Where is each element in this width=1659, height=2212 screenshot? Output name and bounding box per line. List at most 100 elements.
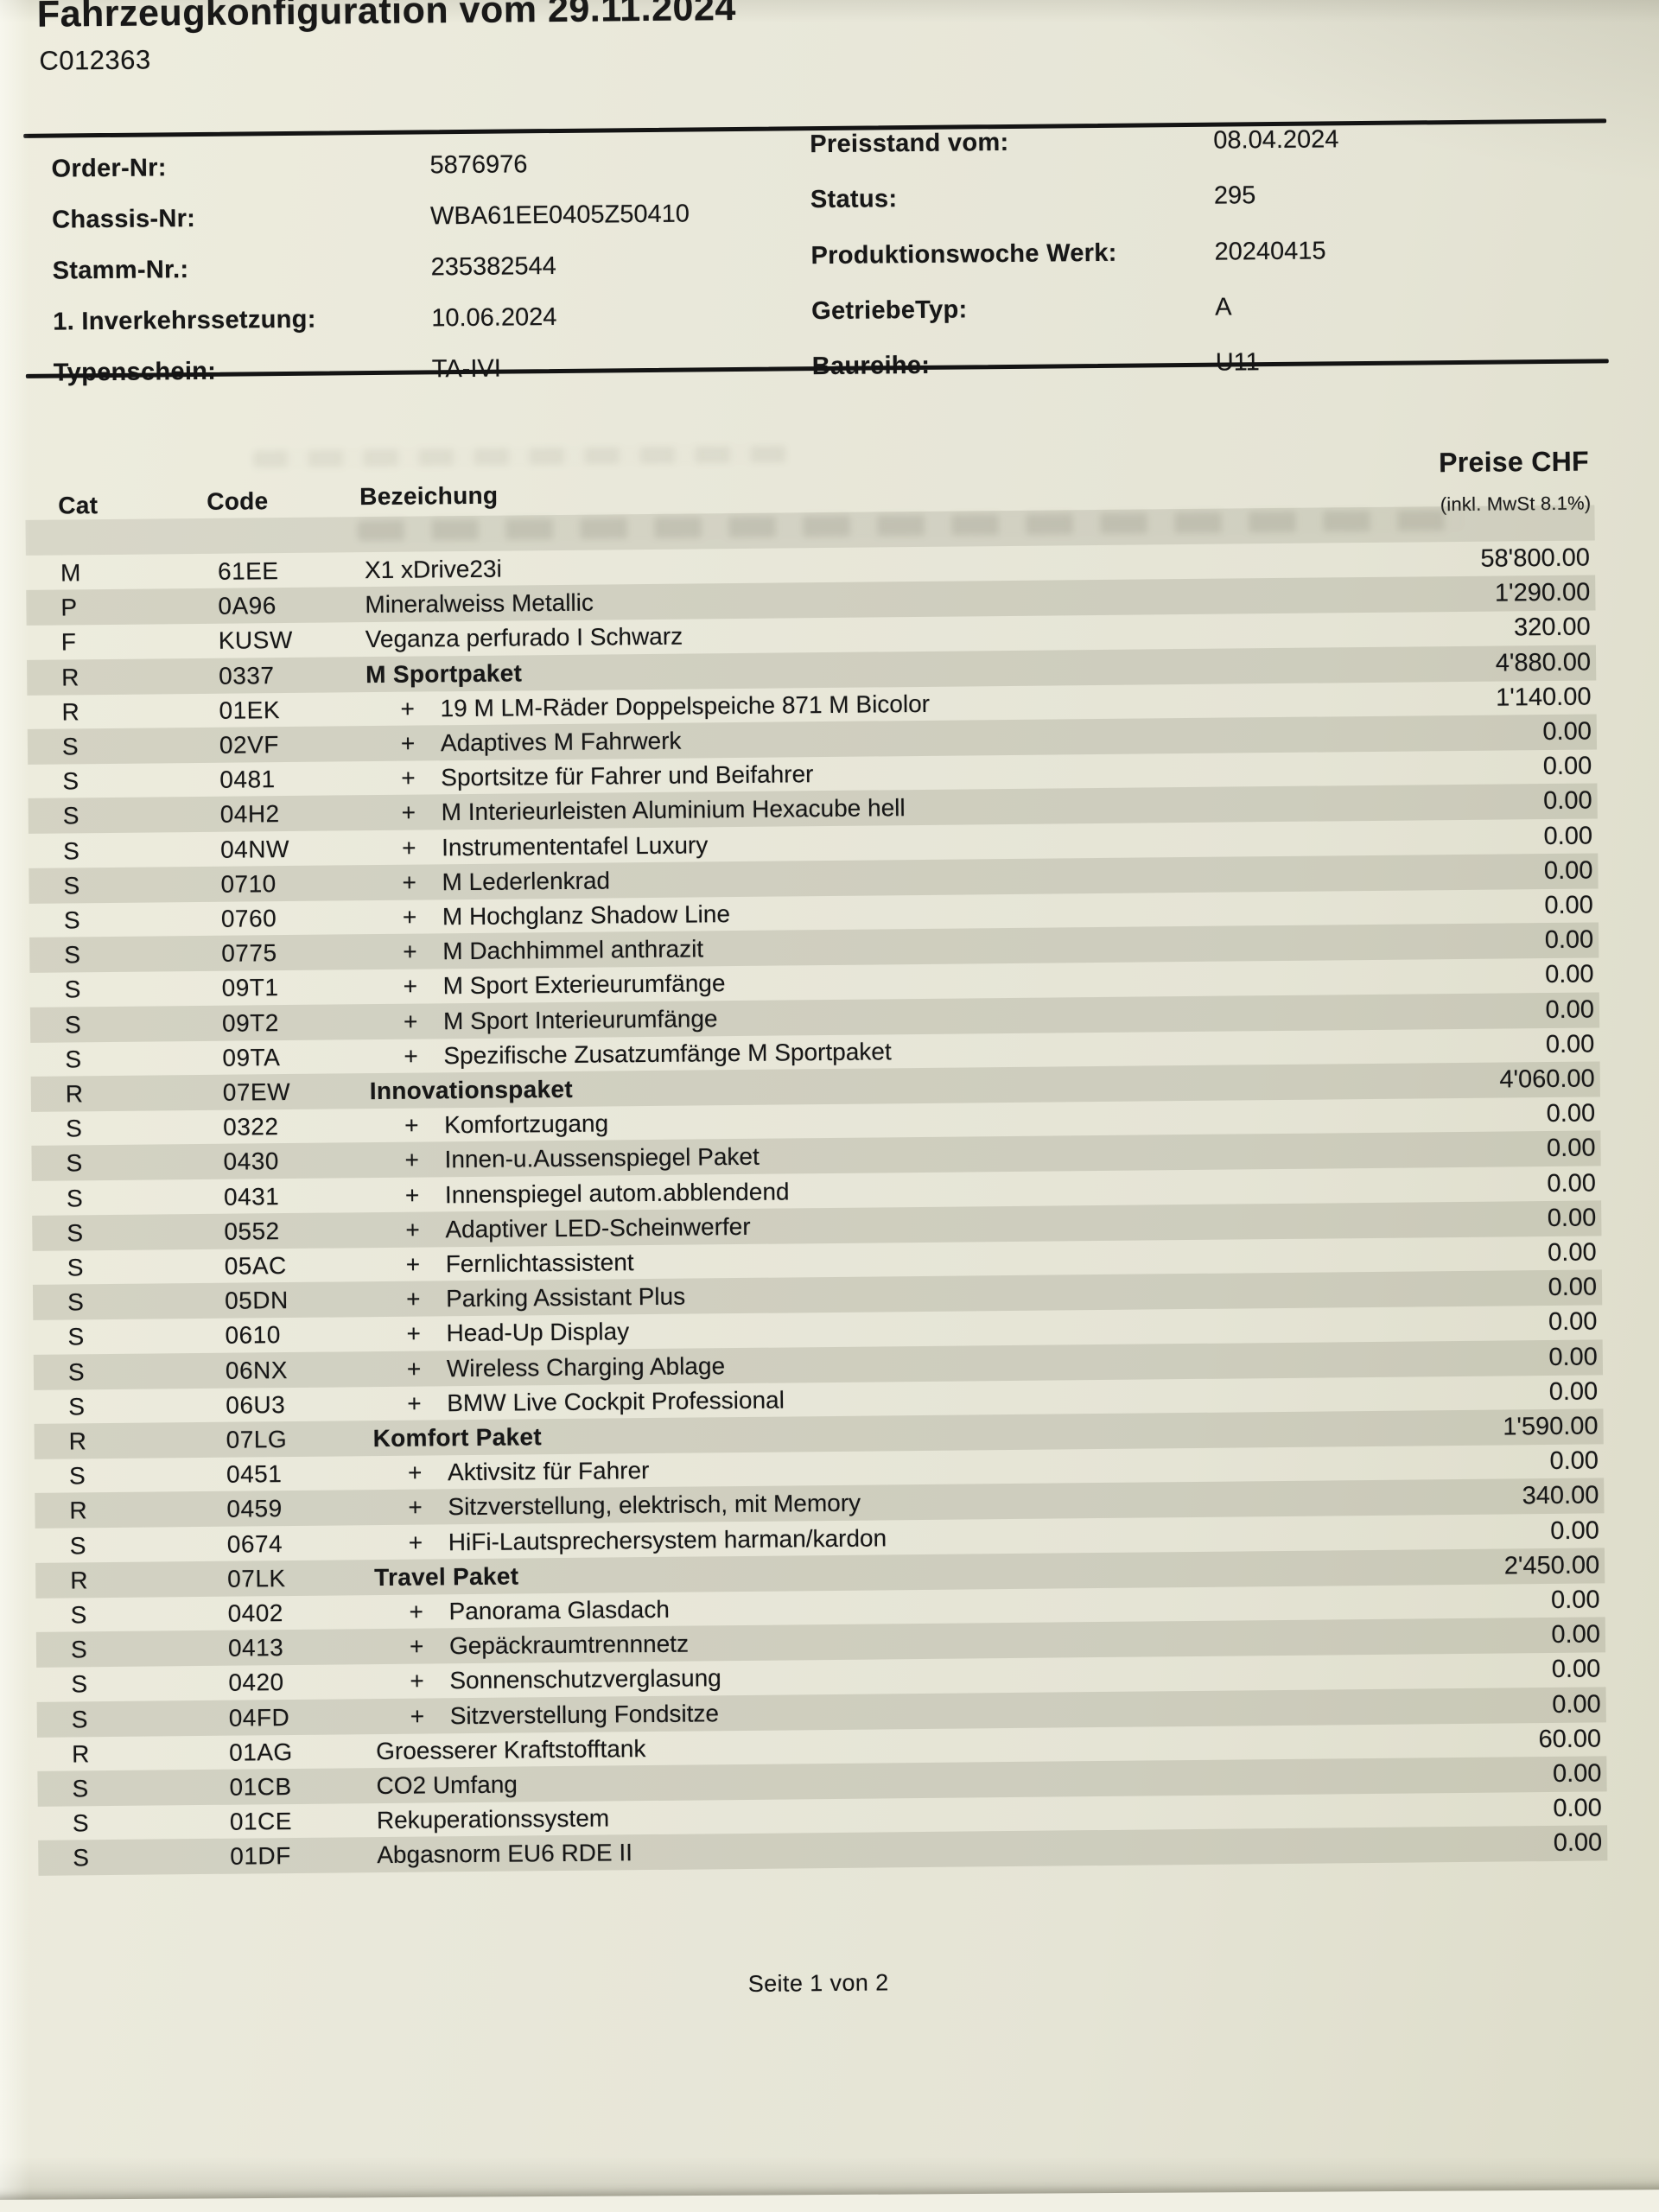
option-description: Panorama Glasdach [448, 1595, 670, 1625]
column-header-cat: Cat [58, 492, 99, 519]
option-price: 0.00 [1547, 1169, 1597, 1198]
info-value: 235382544 [430, 251, 556, 282]
option-description: X1 xDrive23i [364, 555, 502, 584]
option-cat: S [71, 1705, 88, 1733]
option-description: Sportsitze für Fahrer und Beifahrer [441, 760, 814, 791]
option-cat: S [63, 906, 80, 934]
option-cat: F [60, 628, 77, 656]
option-description: Abgasnorm EU6 RDE II [377, 1839, 633, 1869]
plus-sign: + [400, 695, 416, 722]
option-code: 04NW [219, 835, 290, 863]
option-code: 05AC [224, 1252, 287, 1280]
info-label: Stamm-Nr.: [52, 256, 189, 285]
option-code: 02VF [219, 731, 280, 759]
option-price: 1'590.00 [1503, 1412, 1599, 1441]
plus-sign: + [402, 868, 416, 896]
column-header-code: Code [207, 487, 269, 515]
plus-sign: + [401, 834, 416, 861]
plus-sign: + [400, 729, 416, 757]
option-price: 1'140.00 [1495, 683, 1592, 712]
option-description: Rekuperationssystem [376, 1804, 610, 1834]
option-price: 0.00 [1544, 891, 1593, 920]
info-value: 5876976 [429, 150, 528, 180]
option-code: 0552 [224, 1217, 280, 1245]
option-cat: S [61, 733, 79, 760]
info-label: Preisstand vom: [810, 128, 1009, 159]
option-description: HiFi-Lautsprechersystem harman/kardon [448, 1523, 887, 1555]
info-label: GetriebeTyp: [811, 296, 968, 326]
option-cat: S [67, 1323, 85, 1351]
plus-sign: + [403, 938, 417, 965]
option-description: Instrumententafel Luxury [441, 830, 709, 861]
option-cat: S [69, 1531, 86, 1560]
option-price: 0.00 [1552, 1759, 1602, 1789]
option-code: 01CB [229, 1773, 292, 1801]
plus-sign: + [408, 1529, 423, 1556]
column-header-price: Preise CHF [1438, 445, 1590, 479]
option-code: 0710 [220, 869, 276, 898]
plus-sign: + [405, 1250, 421, 1278]
option-price: 0.00 [1546, 1134, 1596, 1163]
option-cat: S [72, 1775, 89, 1802]
plus-sign: + [404, 1181, 420, 1209]
option-price: 1'290.00 [1494, 578, 1591, 607]
option-price: 60.00 [1538, 1725, 1602, 1753]
option-code: KUSW [218, 626, 293, 655]
option-description: Aktivsitz für Fahrer [447, 1457, 650, 1486]
option-price: 0.00 [1549, 1446, 1599, 1476]
option-description: Adaptives M Fahrwerk [440, 727, 682, 757]
option-code: 09T2 [221, 1008, 280, 1037]
option-cat: S [68, 1462, 86, 1490]
option-code: 04FD [228, 1703, 290, 1732]
info-value: 20240415 [1214, 237, 1326, 266]
option-price: 0.00 [1551, 1655, 1601, 1684]
option-description: Groesserer Kraftstofftank [375, 1734, 646, 1764]
option-code: 0431 [223, 1182, 280, 1211]
option-price: 0.00 [1545, 995, 1595, 1024]
info-value: A [1214, 293, 1232, 321]
option-code: 05DN [224, 1287, 289, 1314]
plus-sign: + [406, 1319, 422, 1348]
option-cat: S [67, 1288, 84, 1316]
column-header-description: Bezeichung [359, 481, 499, 511]
option-code: 0430 [223, 1147, 280, 1176]
option-cat: S [66, 1115, 83, 1142]
option-price: 0.00 [1545, 1030, 1595, 1058]
info-label: 1. Inverkehrssetzung: [53, 305, 316, 336]
option-cat: R [70, 1567, 88, 1594]
option-price: 0.00 [1548, 1377, 1599, 1406]
option-code: 09T1 [221, 974, 279, 1002]
option-code: 0459 [226, 1495, 283, 1523]
page-title: Fahrzeugkonfiguration vom 29.11.2024 [36, 0, 736, 35]
option-description: Sitzverstellung, elektrisch, mit Memory [448, 1490, 861, 1521]
option-description: Adaptiver LED-Scheinwerfer [445, 1212, 751, 1243]
option-code: 06U3 [226, 1390, 286, 1419]
option-code: 61EE [217, 557, 279, 585]
option-cat: S [62, 836, 79, 865]
option-price: 0.00 [1546, 1099, 1596, 1128]
option-price: 340.00 [1522, 1481, 1599, 1510]
option-code: 0760 [220, 905, 277, 932]
option-cat: S [64, 1010, 81, 1039]
option-code: 07LG [226, 1426, 288, 1453]
info-value: WBA61EE0405Z50410 [429, 200, 690, 231]
plus-sign: + [405, 1285, 421, 1313]
option-cat: P [60, 594, 78, 621]
option-price: 0.00 [1548, 1238, 1597, 1268]
option-price: 0.00 [1550, 1516, 1599, 1545]
plus-sign: + [404, 1146, 420, 1174]
option-cat: S [68, 1393, 86, 1421]
option-cat: S [67, 1357, 85, 1386]
plus-sign: + [408, 1493, 423, 1522]
plus-sign: + [410, 1702, 425, 1730]
option-price: 0.00 [1550, 1586, 1600, 1615]
plus-sign: + [407, 1459, 423, 1486]
option-price: 0.00 [1548, 1273, 1598, 1302]
option-price: 0.00 [1542, 717, 1592, 747]
option-cat: S [62, 767, 79, 795]
option-description: M Hochglanz Shadow Line [442, 900, 731, 931]
option-description: BMW Live Cockpit Professional [447, 1386, 785, 1417]
option-price: 0.00 [1542, 752, 1592, 781]
bleed-through-artifact [252, 445, 789, 468]
